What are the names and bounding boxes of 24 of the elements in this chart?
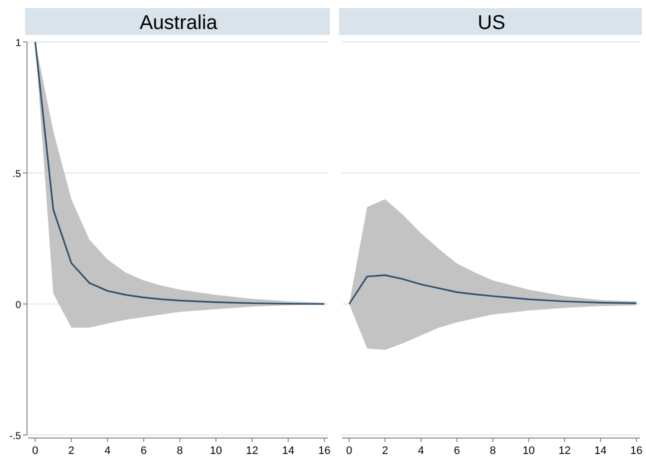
x-tick-label: 4 [418,445,424,457]
y-tick-label: -.5 [9,431,22,442]
x-tick-label: 10 [522,445,535,457]
chart-title: US [478,12,506,34]
chart-title: Australia [140,12,218,34]
x-tick-label: 8 [176,445,183,457]
x-tick-label: 6 [140,445,147,457]
y-tick-label: .5 [12,169,22,180]
y-tick-label: 1 [15,38,22,49]
x-tick-label: 8 [490,445,496,457]
x-tick-label: 16 [630,445,643,457]
x-tick-label: 2 [68,445,74,457]
x-tick-label: 4 [104,445,111,457]
x-tick-label: 16 [318,445,331,457]
x-tick-label: 12 [246,445,258,457]
x-tick-label: 2 [382,445,388,457]
x-tick-label: 6 [454,445,460,457]
x-tick-label: 14 [282,445,294,457]
x-tick-label: 10 [210,445,222,457]
y-tick-label: 0 [15,300,22,311]
x-tick-label: 0 [32,445,38,457]
x-tick-label: 0 [346,445,352,457]
x-tick-label: 12 [558,445,571,457]
x-tick-label: 14 [594,445,607,457]
